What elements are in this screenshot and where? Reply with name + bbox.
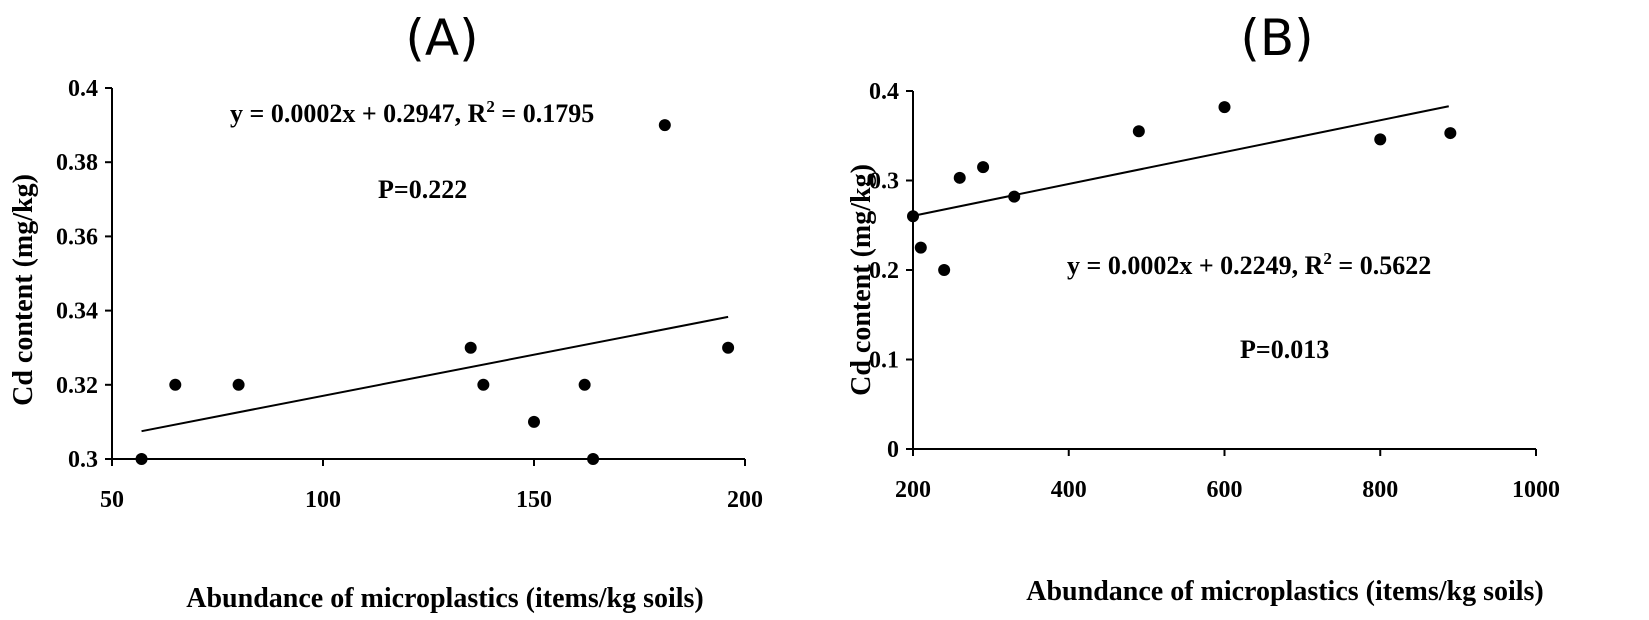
panel-a-data-point bbox=[587, 453, 600, 465]
panel-b-x-tick-label: 400 bbox=[1051, 477, 1087, 503]
panel-b-data-point bbox=[1444, 127, 1457, 140]
panel-a-label: (A) bbox=[405, 9, 478, 67]
panel-a-data-point bbox=[477, 378, 490, 391]
panel-b-y-tick-label: 0.1 bbox=[869, 348, 899, 374]
panel-a-data-point bbox=[722, 341, 735, 354]
panel-a-x-tick-label: 150 bbox=[516, 487, 552, 513]
panel-a-equation-r2: = 0.1795 bbox=[495, 99, 594, 128]
panel-b-equation: y = 0.0002x + 0.2249, R2 = 0.5622 bbox=[1067, 249, 1431, 280]
panel-b-x-tick-label: 200 bbox=[895, 477, 931, 503]
panel-a-equation-main: y = 0.0002x + 0.2947, R bbox=[230, 99, 487, 128]
panel-a-data-point bbox=[658, 119, 671, 132]
panel-a-y-tick-label: 0.36 bbox=[56, 224, 98, 250]
panel-b-data-point bbox=[1218, 101, 1231, 114]
panel-b-data-point bbox=[1132, 125, 1145, 138]
panel-a-data-point bbox=[528, 415, 540, 428]
panel-a-data-point bbox=[135, 453, 148, 465]
panel-b-x-tick-label: 1000 bbox=[1512, 477, 1560, 503]
panel-a-x-tick-label: 200 bbox=[727, 487, 763, 513]
panel-b-axes: 0 0.1 0.2 0.3 0.4 200 400 600 800 1000 bbox=[869, 79, 1560, 503]
panel-a-y-tick-label: 0.3 bbox=[68, 447, 98, 473]
panel-a-trendline-group bbox=[141, 315, 729, 433]
panel-b-y-tick-label: 0.2 bbox=[869, 258, 899, 284]
panel-a-x-axis-label: Abundance of microplastics (items/kg soi… bbox=[186, 583, 704, 614]
panel-a-trendline bbox=[141, 315, 729, 433]
panel-b-x-axis-label: Abundance of microplastics (items/kg soi… bbox=[1026, 576, 1544, 607]
panel-a: (A) 0.3 0.32 0.34 0.36 0.38 0.4 50 100 150 200 y … bbox=[8, 9, 763, 614]
panel-a-x-tick-label: 100 bbox=[305, 487, 341, 513]
panel-a-equation-superscript: 2 bbox=[486, 97, 495, 116]
panel-a-y-tick-label: 0.4 bbox=[68, 76, 98, 102]
panel-a-points bbox=[135, 119, 735, 465]
panel-a-equation: y = 0.0002x + 0.2947, R2 = 0.1795 bbox=[230, 97, 594, 128]
panel-b-y-tick-label: 0.4 bbox=[869, 79, 899, 105]
panel-a-data-point bbox=[169, 378, 182, 391]
panel-b-y-tick-label: 0 bbox=[887, 437, 899, 463]
panel-a-y-tick-label: 0.38 bbox=[56, 150, 98, 176]
panel-b-data-point bbox=[907, 210, 919, 223]
panel-b-data-point bbox=[1008, 190, 1021, 203]
panel-b-x-tick-label: 600 bbox=[1207, 477, 1243, 503]
panel-a-y-tick-label: 0.34 bbox=[56, 299, 98, 325]
panel-b-p-value: P=0.013 bbox=[1240, 335, 1329, 364]
panel-b-x-tick-label: 800 bbox=[1362, 477, 1398, 503]
panel-a-p-value: P=0.222 bbox=[378, 175, 467, 204]
panel-b-data-point bbox=[1374, 133, 1387, 146]
panel-b-equation-r2: = 0.5622 bbox=[1332, 251, 1431, 280]
panel-b-equation-main: y = 0.0002x + 0.2249, R bbox=[1067, 251, 1324, 280]
panel-b-y-tick-label: 0.3 bbox=[869, 169, 899, 195]
panel-b-data-point bbox=[953, 171, 966, 184]
panel-a-data-point bbox=[232, 378, 245, 391]
panel-b-trendline bbox=[912, 105, 1449, 217]
panel-b-data-point bbox=[938, 264, 951, 276]
panel-b-trendline-group bbox=[912, 105, 1449, 217]
panel-b: (B) 0 0.1 0.2 0.3 0.4 200 400 600 800 1000 y = 0.… bbox=[846, 9, 1560, 607]
panel-b-equation-superscript: 2 bbox=[1323, 249, 1332, 268]
panel-b-y-axis-label: Cd content (mg/kg) bbox=[846, 164, 877, 396]
panel-b-points bbox=[907, 101, 1457, 276]
panel-a-y-tick-label: 0.32 bbox=[56, 373, 98, 399]
panel-b-label: (B) bbox=[1240, 9, 1313, 67]
panel-b-data-point bbox=[914, 241, 927, 254]
panel-a-x-tick-label: 50 bbox=[100, 487, 124, 513]
panel-a-y-axis-label: Cd content (mg/kg) bbox=[8, 174, 39, 406]
panel-a-axes: 0.3 0.32 0.34 0.36 0.38 0.4 50 100 150 200 bbox=[56, 76, 763, 513]
panel-b-data-point bbox=[977, 161, 990, 174]
panel-a-data-point bbox=[464, 341, 477, 354]
panel-a-data-point bbox=[578, 378, 591, 391]
